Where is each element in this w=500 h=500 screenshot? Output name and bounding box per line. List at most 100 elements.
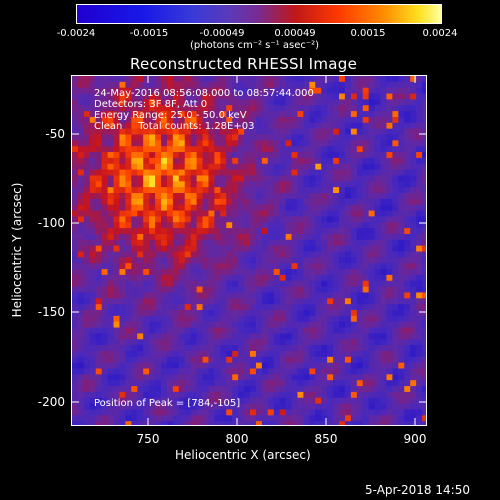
heatmap-cell (327, 321, 334, 329)
heatmap-cell (220, 409, 227, 416)
heatmap-cell (178, 257, 186, 264)
heatmap-cell (392, 345, 399, 352)
heatmap-cell (273, 257, 281, 264)
heatmap-cell (356, 263, 364, 270)
heatmap-cell (72, 198, 79, 206)
heatmap-cell (368, 362, 376, 370)
heatmap-cell (315, 269, 322, 276)
heatmap-cell (333, 111, 340, 118)
heatmap-cell (315, 76, 322, 83)
heatmap-cell (333, 76, 340, 83)
heatmap-cell (208, 105, 215, 112)
heatmap-cell (368, 204, 376, 212)
heatmap-cell (321, 187, 328, 194)
heatmap-cell (143, 99, 150, 106)
heatmap-cell (422, 286, 426, 294)
heatmap-cell (410, 198, 417, 206)
heatmap-cell (166, 175, 174, 182)
heatmap-cell (368, 134, 376, 141)
image-plot[interactable]: 24-May-2016 08:56:08.000 to 08:57:44.000… (71, 75, 427, 426)
heatmap-cell (83, 380, 91, 387)
heatmap-cell (161, 269, 168, 276)
heatmap-cell (416, 386, 423, 393)
heatmap-cell (285, 93, 293, 100)
heatmap-cell (356, 239, 364, 247)
heatmap-cell (208, 116, 215, 124)
heatmap-cell (327, 198, 334, 206)
heatmap-cell (95, 380, 103, 387)
heatmap-cell (95, 233, 103, 241)
heatmap-cell (107, 187, 115, 194)
heatmap-cell (380, 116, 388, 124)
heatmap-cell (410, 368, 417, 375)
heatmap-cell (155, 233, 162, 241)
heatmap-cell (356, 386, 364, 393)
heatmap-cell (178, 386, 186, 393)
heatmap-cell (267, 81, 275, 89)
heatmap-cell (267, 193, 275, 200)
heatmap-cell (350, 193, 358, 200)
heatmap-cell (368, 216, 376, 223)
heatmap-cell (137, 292, 144, 299)
heatmap-cell (101, 239, 109, 247)
heatmap-cell (107, 350, 115, 358)
heatmap-cell (350, 93, 358, 100)
heatmap-cell (392, 81, 399, 89)
heatmap-cell (125, 380, 132, 387)
heatmap-cell (232, 134, 239, 141)
heatmap-cell (161, 310, 168, 317)
heatmap-cell (315, 116, 322, 124)
heatmap-cell (190, 93, 198, 100)
heatmap-cell (95, 421, 103, 425)
heatmap-cell (131, 76, 138, 83)
heatmap-cell (149, 374, 156, 381)
heatmap-cell (368, 397, 376, 405)
heatmap-cell (172, 339, 180, 346)
heatmap-cell (291, 333, 299, 340)
heatmap-cell (339, 251, 346, 258)
heatmap-cell (404, 304, 411, 311)
heatmap-cell (77, 298, 85, 305)
heatmap-cell (392, 304, 399, 311)
heatmap-cell (137, 239, 144, 247)
heatmap-cell (255, 216, 263, 223)
heatmap-cell (356, 327, 364, 334)
heatmap-cell (238, 134, 245, 141)
heatmap-cell (416, 128, 423, 136)
heatmap-cell (125, 181, 132, 188)
heatmap-cell (422, 99, 426, 106)
heatmap-cell (416, 210, 423, 217)
heatmap-cell (380, 409, 388, 416)
heatmap-cell (297, 152, 304, 159)
heatmap-cell (410, 76, 417, 83)
heatmap-cell (368, 245, 376, 253)
heatmap-cell (214, 175, 221, 182)
heatmap-cell (255, 362, 263, 370)
heatmap-cell (362, 391, 370, 399)
heatmap-cell (309, 87, 316, 95)
heatmap-cell (380, 263, 388, 270)
heatmap-cell (178, 274, 186, 282)
heatmap-cell (214, 193, 221, 200)
heatmap-cell (89, 134, 97, 141)
heatmap-cell (184, 239, 192, 247)
heatmap-cell (315, 386, 322, 393)
heatmap-cell (72, 280, 79, 288)
heatmap-cell (72, 169, 79, 177)
heatmap-cell (119, 368, 126, 375)
heatmap-cell (386, 274, 393, 282)
heatmap-cell (410, 128, 417, 136)
heatmap-cell (196, 93, 204, 100)
heatmap-cell (178, 128, 186, 136)
heatmap-cell (125, 76, 132, 83)
heatmap-cell (202, 99, 210, 106)
heatmap-cell (261, 374, 269, 381)
heatmap-cell (131, 356, 138, 364)
heatmap-cell (250, 245, 257, 253)
heatmap-cell (149, 134, 156, 141)
heatmap-cell (386, 228, 393, 235)
heatmap-cell (77, 315, 85, 323)
heatmap-cell (410, 245, 417, 253)
heatmap-cell (83, 157, 91, 165)
heatmap-cell (291, 193, 299, 200)
